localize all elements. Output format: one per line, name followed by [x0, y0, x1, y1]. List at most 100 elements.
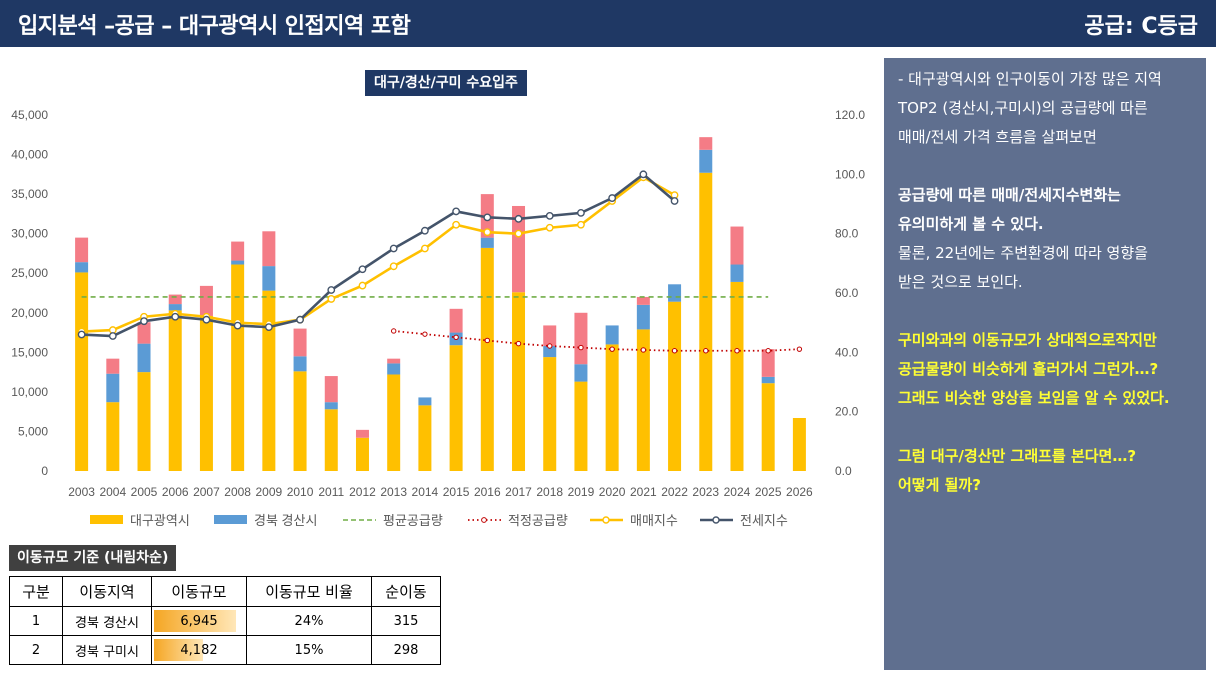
x-tick-label: 2020: [599, 485, 626, 499]
bar-gumi: [75, 237, 89, 263]
table-header-row: 구분 이동지역 이동규모 이동규모 비율 순이동: [9, 576, 441, 607]
jeonse-index-point: [264, 323, 273, 332]
jeonse-index-point: [608, 194, 617, 202]
legend-label-average-supply: 평균공급량: [383, 513, 443, 528]
page-title: 입지분석 –공급 – 대구광역시 인접지역 포함: [18, 14, 411, 39]
bar-daegu: [761, 383, 775, 471]
x-tick-label: 2022: [661, 485, 688, 499]
proper-supply-point: [796, 346, 803, 352]
y-left-tick-label: 40,000: [11, 148, 48, 162]
bar-gumi: [293, 328, 307, 357]
bar-daegu: [418, 405, 432, 471]
bar-daegu: [324, 409, 338, 471]
y-right-tick-label: 60.0: [835, 286, 859, 300]
jeonse-index-point: [639, 170, 648, 179]
sale-index-point: [577, 220, 585, 229]
bar-daegu: [75, 272, 89, 471]
bar-daegu: [574, 381, 588, 471]
y-left-tick-label: 45,000: [11, 108, 48, 122]
jeonse-index-point: [420, 226, 429, 235]
bar-daegu: [512, 292, 526, 471]
proper-supply-point: [484, 337, 491, 344]
sale-index-line: [81, 175, 676, 333]
y-right-tick-label: 120.0: [835, 108, 865, 122]
bar-gyeongsan: [231, 260, 245, 265]
panel-question-1: 그럼 대구/경산만 그래프를 본다면…?: [898, 447, 1137, 465]
bar-daegu: [387, 374, 401, 471]
jeonse-index-point: [358, 265, 367, 274]
jeonse-index-point: [202, 315, 211, 324]
jeonse-index-point: [296, 315, 304, 324]
legend-label-proper-supply: 적정공급량: [508, 513, 568, 528]
bar-gumi: [387, 358, 401, 364]
x-tick-label: 2006: [162, 485, 189, 499]
x-tick-label: 2023: [692, 485, 719, 499]
col-size: 이동규모: [151, 576, 247, 607]
sale-index-point: [327, 295, 336, 303]
proper-supply-line: [393, 330, 800, 352]
x-tick-label: 2012: [349, 485, 376, 499]
size-cell: 6,945: [151, 606, 247, 636]
x-tick-label: 2007: [193, 485, 220, 499]
bar-gyeongsan: [324, 402, 338, 410]
bar-daegu: [231, 264, 245, 471]
x-tick-label: 2015: [443, 485, 470, 499]
panel-highlight-1: 구미와과의 이동규모가 상대적으로작지만: [898, 331, 1157, 349]
col-region: 이동지역: [62, 576, 152, 607]
size-value: 4,182: [180, 642, 218, 658]
jeonse-index-point: [108, 332, 117, 340]
jeonse-index-point: [171, 312, 180, 321]
sale-index-point: [545, 223, 554, 232]
bar-daegu: [699, 172, 713, 472]
sale-index-point: [389, 262, 398, 271]
bar-gumi: [199, 285, 213, 316]
legend-marker-proper-supply: [481, 517, 487, 523]
bar-gumi: [137, 322, 151, 344]
bar-daegu: [792, 417, 806, 471]
size-databar: [154, 610, 236, 632]
sale-index-point: [358, 281, 367, 290]
net-cell: 298: [371, 635, 441, 665]
bar-daegu: [449, 345, 463, 471]
region-cell: 경북 경산시: [62, 606, 152, 636]
proper-supply-point: [703, 348, 709, 354]
legend-marker-jeonse-index: [712, 516, 720, 524]
jeonse-index-point: [514, 214, 523, 223]
ratio-cell: 24%: [246, 606, 372, 636]
proper-supply-point: [640, 347, 647, 353]
bar-daegu: [480, 247, 494, 471]
bar-gumi: [543, 325, 557, 347]
x-tick-label: 2021: [630, 485, 657, 499]
jeonse-index-point: [545, 211, 554, 220]
x-tick-label: 2026: [786, 485, 813, 499]
supply-chart: 0 5,000 10,000 15,000 20,000 25,000 30,000 35,0…: [11, 108, 865, 528]
bar-gumi: [262, 231, 276, 267]
proper-supply-point: [515, 340, 522, 347]
header-bar: 입지분석 –공급 – 대구광역시 인접지역 포함 공급: C등급: [0, 0, 1216, 47]
bar-gumi: [355, 429, 369, 438]
bar-daegu: [543, 357, 557, 471]
chart-title: 대구/경산/구미 수요입주: [365, 70, 527, 96]
proper-supply-point: [453, 334, 459, 341]
bar-gyeongsan: [605, 325, 619, 345]
proper-supply-point: [734, 348, 740, 354]
bar-daegu: [605, 344, 619, 471]
x-tick-label: 2024: [724, 485, 751, 499]
col-ratio: 이동규모 비율: [246, 576, 372, 607]
panel-intro-3: 매매/전세 가격 흐름을 살펴보면: [898, 128, 1097, 146]
x-tick-label: 2014: [412, 485, 439, 499]
legend-swatch-gyeongsan: [214, 515, 247, 524]
proper-supply-point: [671, 348, 678, 354]
x-tick-label: 2025: [755, 485, 782, 499]
panel-question-2: 어떻게 될까?: [898, 476, 981, 494]
y-right-tick-label: 100.0: [835, 167, 865, 181]
bar-daegu: [262, 290, 276, 471]
panel-note-1: 물론, 22년에는 주변환경에 따라 영향을: [898, 244, 1148, 262]
y-right-tick-label: 80.0: [835, 227, 859, 241]
analysis-panel: - 대구광역시와 인구이동이 가장 많은 지역 TOP2 (경산시,구미시)의 …: [884, 58, 1206, 670]
y-left-tick-label: 15,000: [11, 345, 48, 359]
x-tick-label: 2008: [224, 485, 251, 499]
size-cell: 4,182: [151, 635, 247, 665]
jeonse-index-point: [389, 244, 398, 253]
legend-label-jeonse-index: 전세지수: [740, 513, 788, 528]
